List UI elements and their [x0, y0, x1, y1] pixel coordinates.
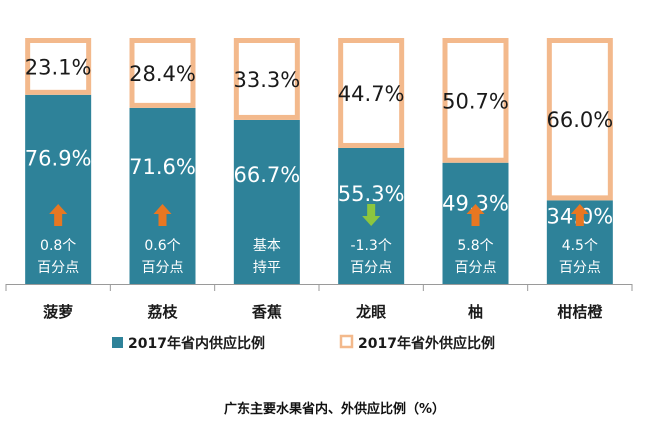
change-label-line1: 4.5个	[562, 238, 598, 254]
legend-label-outer: 2017年省外供应比例	[358, 335, 495, 352]
legend-swatch-outer	[339, 334, 354, 349]
change-label-line1: 基本	[253, 237, 281, 254]
change-label-line2: 百分点	[142, 260, 184, 276]
change-label-line2: 百分点	[455, 260, 497, 276]
category-label: 柑桔橙	[557, 303, 603, 321]
inner-value-label: 55.3%	[338, 182, 405, 206]
legend-swatch-inner	[112, 337, 123, 348]
arrow-up-icon	[466, 204, 485, 226]
outer-value-label: 28.4%	[129, 62, 196, 86]
bar-outer-3	[338, 38, 405, 148]
bar-inner-2	[233, 119, 300, 284]
bar-inner-0	[25, 94, 92, 285]
change-label-line2: 百分点	[559, 260, 601, 276]
change-label-line1: 5.8个	[457, 238, 493, 254]
outer-value-label: 50.7%	[442, 89, 509, 113]
category-label: 荔枝	[147, 303, 178, 321]
arrow-up-icon	[570, 204, 589, 226]
change-label-line2: 百分点	[37, 260, 79, 276]
outer-value-label: 33.3%	[233, 68, 300, 92]
change-label-line1: 0.6个	[144, 238, 180, 254]
bar-outer-5	[546, 38, 613, 201]
outer-value-label: 23.1%	[25, 55, 92, 79]
change-label-line1: -1.3个	[351, 238, 392, 254]
change-label-line2: 百分点	[350, 260, 392, 276]
bar-outer-4	[442, 38, 509, 163]
category-label: 菠萝	[43, 303, 73, 321]
change-label-line2: 持平	[253, 260, 281, 276]
category-label: 柚	[468, 303, 483, 321]
category-label: 香蕉	[252, 303, 282, 321]
arrow-down-icon	[362, 204, 381, 226]
arrow-up-icon	[153, 204, 172, 226]
bar-outer-0	[25, 38, 92, 95]
inner-value-label: 66.7%	[233, 163, 300, 187]
inner-value-label: 76.9%	[25, 146, 92, 170]
bar-inner-1	[129, 107, 196, 284]
legend-label-inner: 2017年省内供应比例	[128, 335, 265, 352]
inner-value-label: 71.6%	[129, 155, 196, 179]
chart-title: 广东主要水果省内、外供应比例（%）	[223, 402, 446, 417]
change-label-line1: 0.8个	[40, 238, 76, 254]
bar-outer-2	[233, 38, 300, 120]
category-label: 龙眼	[355, 303, 386, 321]
outer-value-label: 44.7%	[338, 82, 405, 106]
outer-value-label: 66.0%	[546, 108, 613, 132]
arrow-up-icon	[49, 204, 68, 226]
bar-outer-1	[129, 38, 196, 108]
